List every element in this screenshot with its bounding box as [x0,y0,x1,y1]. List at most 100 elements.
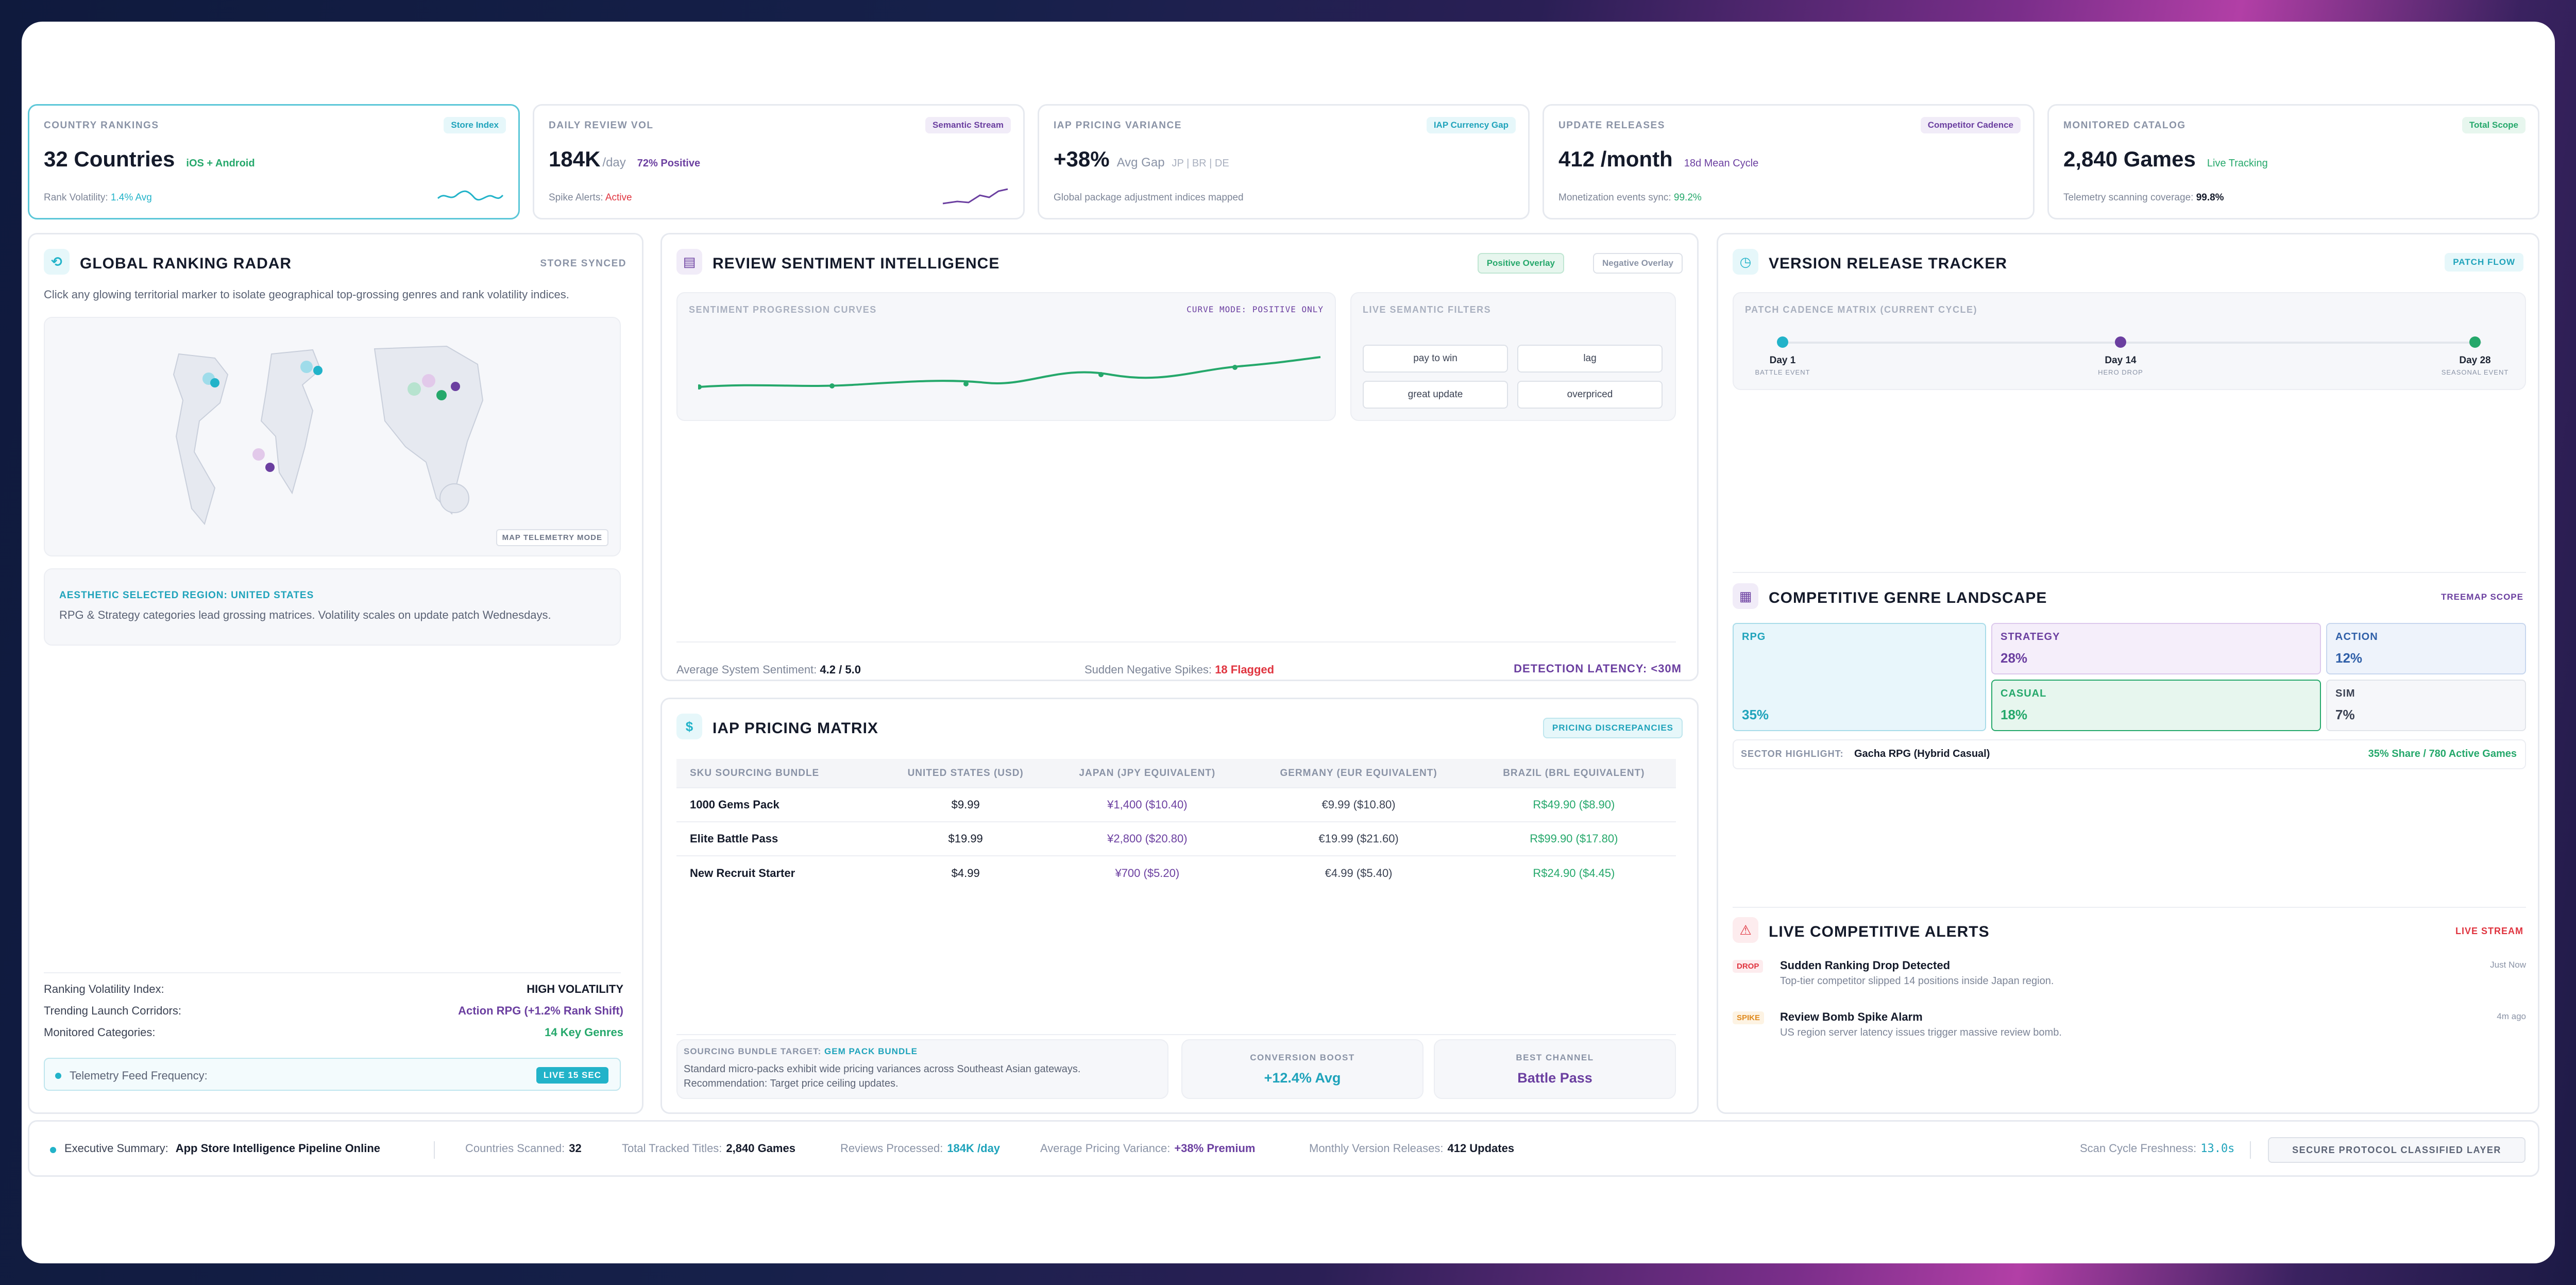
dashboard-window: COUNTRY RANKINGS Store Index 32 Countrie… [22,22,2555,1263]
filter-chip-lag[interactable]: lag [1517,345,1663,373]
iap-divider [676,1034,1676,1035]
filter-chip-great-update[interactable]: great update [1363,381,1508,409]
channel-label: BEST CHANNEL [1516,1053,1594,1062]
executive-summary-bar: Executive Summary: App Store Intelligence… [28,1120,2539,1177]
highlight-stat: 35% Share / 780 Active Games [2368,748,2517,759]
curve-point [698,384,702,390]
event-day: Day 14 [2105,355,2137,366]
sparkline-icon [437,190,504,201]
treemap-cell-action[interactable]: ACTION 12% [2326,623,2526,674]
timeline-dot[interactable] [1777,336,1788,348]
table-header: BRAZIL (BRL EQUIVALENT) [1471,759,1676,788]
patch-cadence-card: PATCH CADENCE MATRIX (CURRENT CYCLE) Day… [1733,292,2526,390]
kpi-badge: IAP Currency Gap [1426,117,1516,133]
panel-title: GLOBAL RANKING RADAR [80,255,292,272]
kpi-value: +38% Avg Gap JP | BR | DE [1054,147,1229,171]
patch-flow-tag: PATCH FLOW [2445,253,2523,272]
review-sentiment-panel: ▤ REVIEW SENTIMENT INTELLIGENCE Positive… [660,233,1699,681]
timeline-dot[interactable] [2115,336,2126,348]
world-map: MAP TELEMETRY MODE [44,317,621,556]
alert-title: Review Bomb Spike Alarm [1780,1010,1923,1023]
table-cell: R$99.90 ($17.80) [1471,821,1676,856]
kpi-card-country-rankings[interactable]: COUNTRY RANKINGS Store Index 32 Countrie… [28,104,520,219]
radar-divider [44,972,621,973]
positive-overlay-button[interactable]: Positive Overlay [1477,253,1564,274]
secure-protocol-button[interactable]: SECURE PROTOCOL CLASSIFIED LAYER [2268,1137,2526,1163]
warning-icon: ⚠ [1733,917,1758,943]
alert-badge: SPIKE [1733,1011,1765,1024]
version-releases: Monthly Version Releases: 412 Updates [1309,1142,1515,1155]
panel-title: VERSION RELEASE TRACKER [1769,255,2008,272]
kpi-badge: Total Scope [2462,117,2526,133]
table-row[interactable]: New Recruit Starter $4.99 ¥700 ($5.20) €… [676,855,1676,890]
kpi-value: 412 /month 18d Mean Cycle [1558,147,1759,171]
negative-overlay-button[interactable]: Negative Overlay [1593,253,1683,274]
panel-title: COMPETITIVE GENRE LANDSCAPE [1769,589,2047,606]
matrix-title: PATCH CADENCE MATRIX (CURRENT CYCLE) [1745,305,1977,315]
summary: Executive Summary: App Store Intelligence… [64,1142,381,1155]
treemap-cell-strategy[interactable]: STRATEGY 28% [1991,623,2321,674]
kpi-badge: Store Index [444,117,506,133]
telemetry-feed-bar[interactable]: Telemetry Feed Frequency: LIVE 15 SEC [44,1058,621,1091]
alert-desc: Top-tier competitor slipped 14 positions… [1780,975,2054,987]
kpi-title: COUNTRY RANKINGS [44,120,159,131]
table-cell: ¥700 ($5.20) [1049,855,1246,890]
table-row[interactable]: 1000 Gems Pack $9.99 ¥1,400 ($10.40) €9.… [676,787,1676,822]
channel-value: Battle Pass [1517,1070,1592,1086]
conversion-boost-card: CONVERSION BOOST +12.4% Avg [1181,1039,1423,1099]
table-header: UNITED STATES (USD) [882,759,1049,788]
semantic-filters-card: LIVE SEMANTIC FILTERS pay to win lag gre… [1350,292,1676,421]
table-header: GERMANY (EUR EQUIVALENT) [1245,759,1472,788]
pricing-discrepancies-button[interactable]: PRICING DISCREPANCIES [1543,718,1683,738]
treemap-cell-rpg[interactable]: RPG 35% [1733,623,1986,731]
sparkline-icon [942,188,1008,205]
filter-chip-pay-to-win[interactable]: pay to win [1363,345,1508,373]
map-telemetry-mode-button[interactable]: MAP TELEMETRY MODE [496,529,608,546]
event-label: SEASONAL EVENT [2441,368,2509,376]
pricing-table: SKU SOURCING BUNDLE UNITED STATES (USD) … [676,759,1676,890]
live-stream-tag: LIVE STREAM [2455,926,2523,936]
alert-item[interactable]: DROP Sudden Ranking Drop Detected Top-ti… [1733,958,2526,999]
treemap-cell-casual[interactable]: CASUAL 18% [1991,680,2321,731]
kpi-foot: Monetization events sync: 99.2% [1558,192,1702,203]
event-label: HERO DROP [2098,368,2143,376]
timeline-dot[interactable] [2469,336,2481,348]
kpi-card-monitored-catalog[interactable]: MONITORED CATALOG Total Scope 2,840 Game… [2047,104,2539,219]
curve-point [1232,365,1238,370]
detection-latency: DETECTION LATENCY: <30M [1514,662,1682,675]
alert-badge: DROP [1733,960,1764,973]
timeline-track [1781,342,2482,344]
table-cell: New Recruit Starter [676,855,883,890]
iap-pricing-matrix-panel: $ IAP PRICING MATRIX PRICING DISCREPANCI… [660,698,1699,1114]
footer-divider [2250,1141,2251,1159]
global-ranking-radar-panel: ⟲ GLOBAL RANKING RADAR STORE SYNCED Clic… [28,233,643,1114]
kpi-value: 32 Countries iOS + Android [44,147,255,171]
alert-item[interactable]: SPIKE Review Bomb Spike Alarm US region … [1733,1009,2526,1051]
tracked-titles: Total Tracked Titles: 2,840 Games [622,1142,795,1155]
stat-value: HIGH VOLATILITY [527,983,623,995]
feed-label: Telemetry Feed Frequency: [70,1069,208,1082]
kpi-foot: Global package adjustment indices mapped [1054,192,1244,203]
alert-title: Sudden Ranking Drop Detected [1780,959,1951,972]
kpi-foot: Spike Alerts: Active [549,192,632,203]
alert-time: Just Now [2490,960,2526,970]
sentiment-chart: SENTIMENT PROGRESSION CURVES CURVE MODE:… [676,292,1336,421]
kpi-card-iap-pricing-variance[interactable]: IAP PRICING VARIANCE IAP Currency Gap +3… [1038,104,1530,219]
event-label: BATTLE EVENT [1755,368,1810,376]
reviews-processed: Reviews Processed: 184K /day [840,1142,1001,1155]
filter-chip-overpriced[interactable]: overpriced [1517,381,1663,409]
currency-icon: $ [676,714,702,739]
kpi-title: DAILY REVIEW VOL [549,120,654,131]
pricing-variance: Average Pricing Variance: +38% Premium [1040,1142,1256,1155]
map-marker [300,361,313,373]
treemap-cell-sim[interactable]: SIM 7% [2326,680,2526,731]
map-marker [408,382,421,396]
store-synced-tag: STORE SYNCED [540,258,626,269]
sentiment-divider [676,641,1676,642]
kpi-card-daily-review-vol[interactable]: DAILY REVIEW VOL Semantic Stream 184K/da… [533,104,1025,219]
kpi-card-update-releases[interactable]: UPDATE RELEASES Competitor Cadence 412 /… [1543,104,2035,219]
chart-title: SENTIMENT PROGRESSION CURVES [689,305,877,315]
table-cell: €19.99 ($21.60) [1245,821,1472,856]
kpi-value: 184K/day 72% Positive [549,147,701,171]
table-row[interactable]: Elite Battle Pass $19.99 ¥2,800 ($20.80)… [676,821,1676,856]
